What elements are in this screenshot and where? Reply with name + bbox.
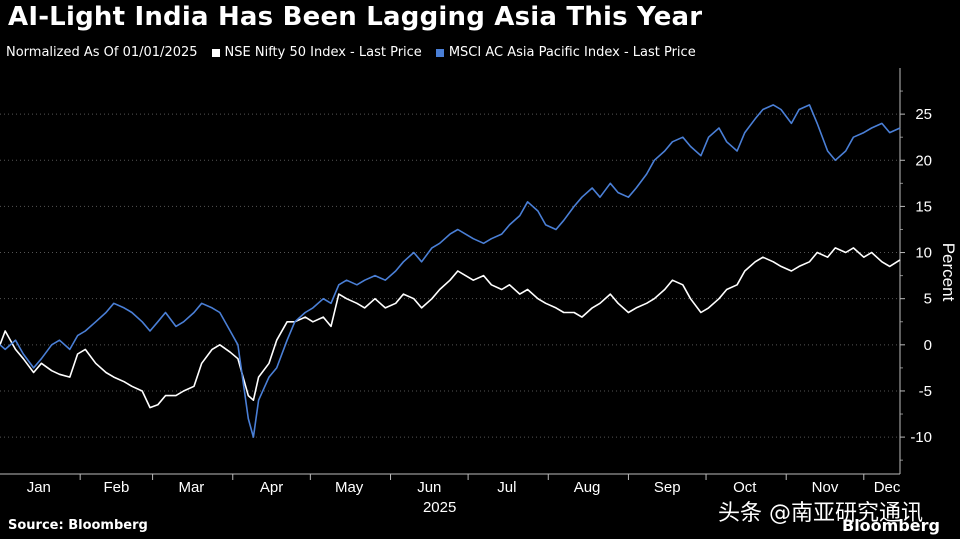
legend-label-nifty: NSE Nifty 50 Index - Last Price	[224, 45, 422, 60]
legend-normalization-note: Normalized As Of 01/01/2025	[6, 45, 198, 60]
y-axis-label: Percent	[939, 243, 958, 302]
x-tick-label: Nov	[812, 479, 839, 496]
x-tick-label: Jan	[27, 479, 51, 496]
series-line-nifty	[0, 247, 901, 409]
x-year-label: 2025	[423, 499, 456, 516]
y-tick-label: 5	[924, 291, 932, 308]
x-tick-label: Mar	[178, 479, 204, 496]
legend-swatch-white	[211, 48, 220, 57]
legend-swatch-blue	[435, 48, 444, 57]
x-tick-label: Sep	[654, 479, 681, 496]
watermark-text: 头条 @南亚研究通讯	[718, 501, 923, 526]
x-tick-label: Jul	[497, 479, 516, 496]
y-tick-label: -5	[919, 383, 932, 400]
legend-item-nifty: NSE Nifty 50 Index - Last Price	[211, 45, 422, 60]
x-tick-label: Oct	[733, 479, 757, 496]
series-line-msci	[0, 104, 901, 438]
chart-title: AI-Light India Has Been Lagging Asia Thi…	[8, 2, 703, 32]
legend-label-msci: MSCI AC Asia Pacific Index - Last Price	[448, 45, 696, 60]
x-tick-label: May	[335, 479, 364, 496]
y-tick-label: 25	[915, 106, 932, 123]
y-tick-label: -10	[910, 429, 932, 446]
y-tick-label: 15	[915, 198, 932, 215]
y-tick-label: 0	[924, 337, 932, 354]
source-note: Source: Bloomberg	[8, 518, 148, 533]
x-tick-label: Jun	[417, 479, 441, 496]
bloomberg-logo: Bloomberg	[842, 516, 940, 535]
x-tick-label: Dec	[874, 479, 901, 496]
y-tick-label: 10	[915, 245, 932, 262]
legend-item-msci: MSCI AC Asia Pacific Index - Last Price	[435, 45, 696, 60]
x-tick-label: Apr	[260, 479, 283, 496]
legend: Normalized As Of 01/01/2025 NSE Nifty 50…	[6, 45, 696, 60]
x-tick-label: Aug	[574, 479, 601, 496]
y-tick-label: 20	[915, 152, 932, 169]
x-tick-label: Feb	[103, 479, 129, 496]
